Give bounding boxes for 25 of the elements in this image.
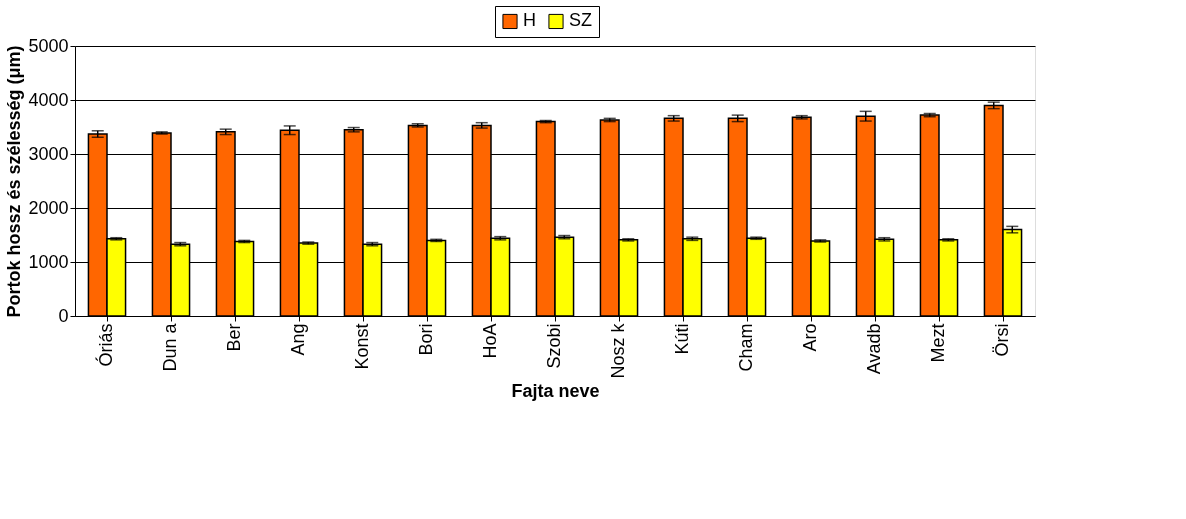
legend-label: H — [523, 10, 536, 31]
x-tick-label: Ang — [288, 323, 308, 356]
y-tick-label: 1000 — [28, 251, 69, 272]
y-tick-label: 0 — [58, 305, 69, 326]
x-tick-label: Szobi — [544, 323, 564, 369]
x-tick-label: Mezt — [928, 323, 948, 363]
y-tick-label: 5000 — [28, 35, 69, 56]
x-axis-title: Fajta neve — [511, 380, 600, 401]
x-tick-label: Kúti — [672, 323, 692, 355]
x-tick-label: Aro — [800, 323, 820, 352]
x-tick-label: Dun a — [160, 322, 180, 372]
x-tick-label: Avadb — [864, 323, 884, 375]
x-tick-label: Óriás — [95, 323, 116, 367]
legend-label: SZ — [569, 10, 593, 31]
x-tick-label: HoA — [480, 323, 500, 359]
x-tick-label: Konst — [352, 323, 372, 370]
y-tick-label: 2000 — [28, 197, 69, 218]
x-tick-label: Örsi — [992, 323, 1012, 357]
x-tick-label: Cham — [736, 323, 756, 372]
y-tick-label: 3000 — [28, 143, 69, 164]
y-axis-title: Portok hossz és szélesség (μm) — [4, 45, 25, 318]
y-tick-label: 4000 — [28, 89, 69, 110]
x-tick-label: Nosz k — [608, 322, 628, 379]
x-tick-label: Bori — [416, 323, 436, 356]
x-tick-label: Ber — [224, 323, 244, 352]
